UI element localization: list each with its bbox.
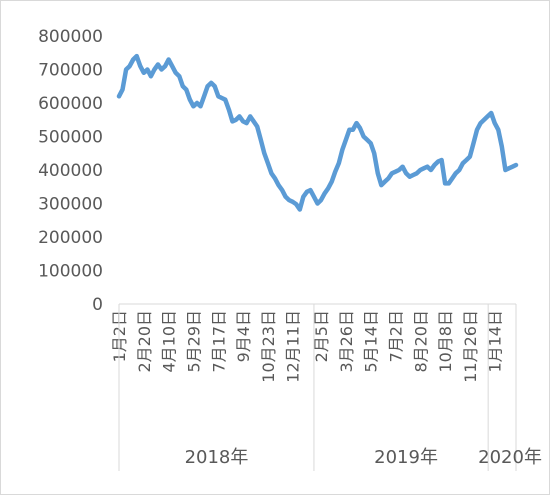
x-axis: 1月2日 2月20日 4月10日 5月29日 7月17日 9月4日 10月23日 12月11日… [110,303,542,471]
y-axis: 800000 700000 600000 500000 400000 300000 2000… [38,27,103,315]
plot-area [116,53,519,212]
y-tick-label: 200000 [38,228,103,248]
x-tick-label: 7月2日 [386,310,405,362]
y-tick-label: 100000 [38,262,103,282]
x-tick-label: 10月8日 [436,310,455,373]
x-tick-label: 7月17日 [209,310,228,373]
y-tick-label: 0 [92,295,103,315]
x-tick-label: 2月20日 [135,310,154,373]
x-tick-label: 8月20日 [411,310,430,373]
x-tick-label: 1月14日 [486,310,505,373]
x-tick-label: 11月26日 [461,310,480,383]
year-label: 2019年 [374,447,438,468]
x-tick-label: 3月26日 [337,310,356,373]
y-tick-label: 300000 [38,195,103,215]
x-tick-label: 5月14日 [362,310,381,373]
y-tick-label: 800000 [38,27,103,47]
series-line [116,53,519,212]
x-tick-label: 10月23日 [259,310,278,383]
x-tick-label: 5月29日 [184,310,203,373]
year-label: 2018年 [185,447,249,468]
y-tick-label: 700000 [38,61,103,81]
y-tick-label: 600000 [38,94,103,114]
x-tick-label: 12月11日 [284,310,303,383]
y-tick-label: 400000 [38,161,103,181]
year-label: 2020年 [478,447,542,468]
x-tick-label: 9月4日 [234,310,253,362]
x-tick-label: 4月10日 [160,310,179,373]
x-tick-label: 2月5日 [312,310,331,362]
y-tick-label: 500000 [38,128,103,148]
